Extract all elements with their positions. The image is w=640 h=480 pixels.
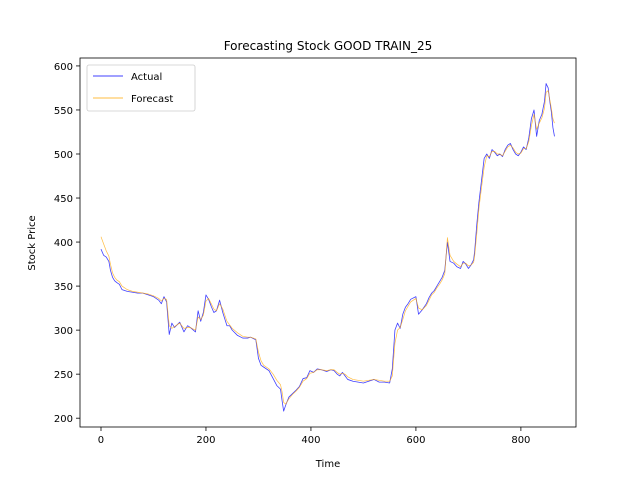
x-tick-label: 0 — [98, 435, 104, 446]
x-tick-label: 800 — [511, 435, 530, 446]
y-axis: 200 250 300 350 400 450 500 550 600 — [54, 62, 80, 425]
y-tick-label: 350 — [54, 282, 73, 293]
series-layer — [100, 83, 555, 412]
y-tick-label: 500 — [54, 150, 73, 161]
axes-frame — [79, 57, 577, 428]
legend-label-forecast: Forecast — [131, 94, 173, 105]
y-tick-label: 400 — [54, 238, 73, 249]
y-tick-label: 200 — [54, 414, 73, 425]
y-tick-label: 600 — [54, 62, 73, 73]
y-tick-label: 300 — [54, 326, 73, 337]
x-axis: 0 200 400 600 800 — [98, 427, 530, 446]
x-axis-label: Time — [315, 459, 340, 470]
series-line-forecast — [100, 90, 555, 405]
x-tick-label: 600 — [406, 435, 425, 446]
x-tick-label: 200 — [196, 435, 215, 446]
y-tick-label: 450 — [54, 194, 73, 205]
series-line-actual — [100, 83, 555, 412]
plot-area — [79, 57, 577, 428]
x-tick-label: 400 — [301, 435, 320, 446]
chart-title: Forecasting Stock GOOD TRAIN_25 — [224, 39, 433, 53]
y-axis-label: Stock Price — [27, 215, 38, 270]
legend-label-actual: Actual — [131, 72, 162, 83]
y-tick-label: 550 — [54, 106, 73, 117]
legend: Actual Forecast — [86, 64, 196, 112]
y-tick-label: 250 — [54, 370, 73, 381]
